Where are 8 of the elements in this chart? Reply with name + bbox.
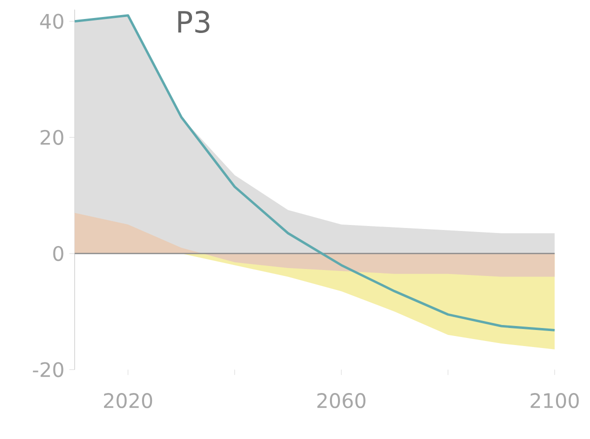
x-tick-label: 2020 <box>104 393 152 408</box>
x-tick-label: 2060 <box>317 393 366 408</box>
chart-title: P3 <box>178 10 210 33</box>
y-tick-label: 20 <box>40 130 64 145</box>
y-tick-label: -20 <box>32 362 64 378</box>
y-tick-label: 40 <box>40 14 64 29</box>
x-tick-label: 2100 <box>530 393 579 408</box>
y-tick-label: 0 <box>53 246 64 262</box>
